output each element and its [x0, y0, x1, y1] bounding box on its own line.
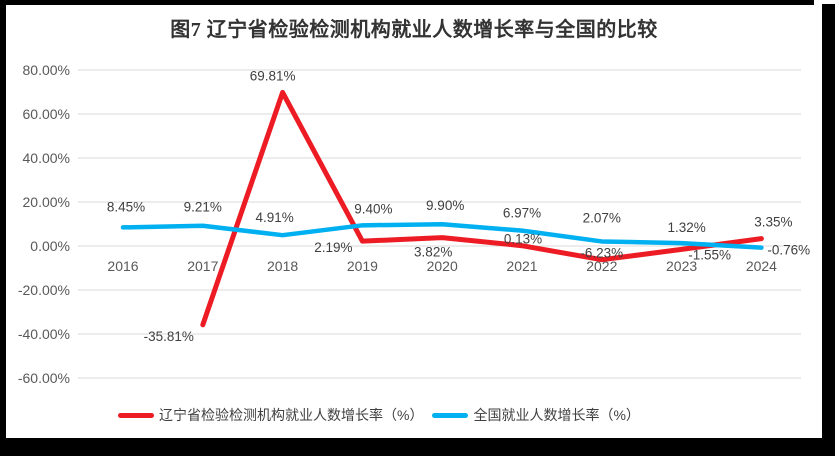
data-label: 9.21%: [184, 200, 222, 215]
x-axis-label: 2018: [267, 258, 298, 274]
data-label: 6.97%: [503, 206, 541, 221]
y-tick-label: 40.00%: [23, 150, 70, 166]
frame-border-right: [822, 4, 835, 456]
data-label: 3.82%: [414, 245, 452, 260]
data-label: -1.55%: [688, 247, 731, 262]
data-label: 9.40%: [354, 201, 392, 216]
x-axis-label: 2023: [666, 258, 697, 274]
x-axis-label: 2024: [746, 258, 777, 274]
chart-canvas: 图7 辽宁省检验检测机构就业人数增长率与全国的比较 80.00% 60.00% 40…: [6, 5, 822, 438]
chart-title: 图7 辽宁省检验检测机构就业人数增长率与全国的比较: [170, 19, 658, 41]
legend-swatch-icon: [118, 412, 154, 418]
x-axis-label: 2020: [427, 258, 458, 274]
x-axis-label: 2016: [107, 258, 138, 274]
x-axis-label: 2022: [586, 258, 617, 274]
data-label: 8.45%: [107, 199, 145, 214]
data-label: 69.81%: [250, 68, 296, 83]
data-label: 2.19%: [314, 240, 352, 255]
legend-item-1: 全国就业人数增长率（%）: [432, 405, 640, 425]
y-tick-label: -60.00%: [18, 370, 70, 386]
frame-border-left: [0, 0, 6, 456]
y-tick-label: -20.00%: [18, 282, 70, 298]
x-axis-label: 2017: [187, 258, 218, 274]
data-label: 9.90%: [426, 198, 464, 213]
y-tick-label: 20.00%: [23, 194, 70, 210]
data-label: -6.23%: [580, 246, 623, 261]
data-label: 2.07%: [583, 210, 621, 225]
data-label: 4.91%: [255, 210, 293, 225]
y-tick-label: -40.00%: [18, 326, 70, 342]
y-tick-label: 0.00%: [30, 238, 70, 254]
y-tick-label: 80.00%: [23, 62, 70, 78]
legend-label: 全国就业人数增长率（%）: [473, 407, 640, 423]
frame-border-top: [0, 0, 814, 5]
series-line-1: [120, 221, 764, 250]
x-axis-label: 2019: [347, 258, 378, 274]
series-line-0: [200, 89, 764, 328]
data-label: 0.13%: [504, 232, 542, 247]
data-label: -0.76%: [767, 243, 810, 258]
legend-label: 辽宁省检验检测机构就业人数增长率（%）: [159, 407, 424, 423]
data-label: 3.35%: [754, 215, 792, 230]
y-tick-label: 60.00%: [23, 106, 70, 122]
legend-swatch-icon: [432, 412, 469, 418]
chart-legend: 辽宁省检验检测机构就业人数增长率（%） 全国就业人数增长率（%）: [118, 405, 640, 425]
data-label: -35.81%: [144, 329, 194, 344]
frame-border-bottom: [0, 438, 835, 456]
line-chart-plot: 80.00% 60.00% 40.00% 20.00% 0.00% -20.00% -40.…: [18, 62, 810, 386]
data-label: 1.32%: [667, 220, 705, 235]
legend-item-0: 辽宁省检验检测机构就业人数增长率（%）: [118, 405, 423, 425]
x-axis-label: 2021: [506, 258, 537, 274]
